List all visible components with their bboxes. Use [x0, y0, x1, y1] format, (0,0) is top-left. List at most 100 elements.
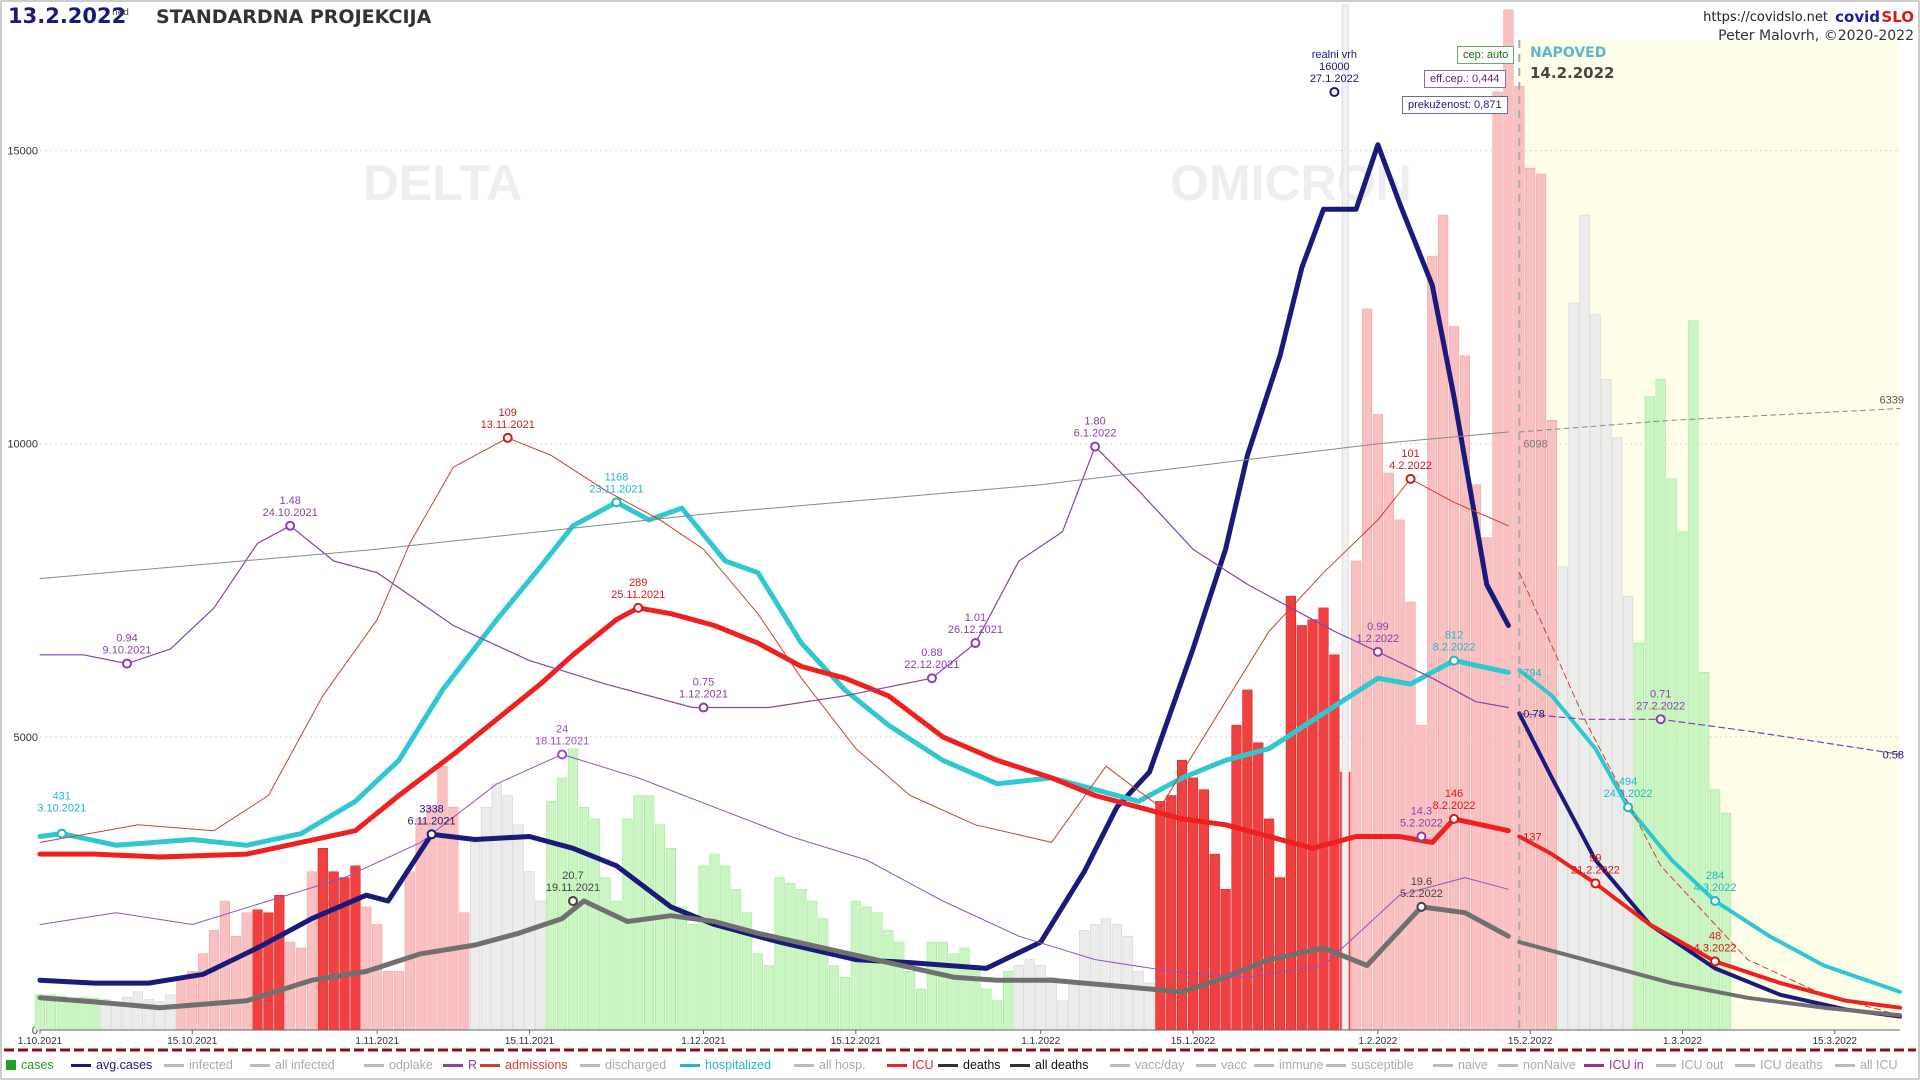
legend-item-infected[interactable]: infected [164, 1058, 233, 1072]
annotation-value: 1.48 [279, 495, 300, 507]
legend-label: ICU [912, 1058, 934, 1072]
cases-bar [1644, 396, 1655, 1031]
y-tick-label: 15000 [7, 146, 38, 158]
legend-item-discharged[interactable]: discharged [580, 1058, 666, 1072]
cases-bar [404, 871, 415, 1031]
legend-item-vacc-day[interactable]: vacc/day [1110, 1058, 1184, 1072]
cases-bar [622, 818, 633, 1031]
legend-item-all-hosp-[interactable]: all hosp. [794, 1058, 866, 1072]
cases-bar [1209, 853, 1220, 1031]
cases-bar [698, 865, 709, 1031]
annotation-date: 8.2.2022 [1433, 800, 1476, 812]
legend-item-deaths[interactable]: deaths [938, 1058, 1001, 1072]
legend-item-naive[interactable]: naive [1433, 1058, 1488, 1072]
cases-bar [1068, 982, 1079, 1031]
x-tick-label: 15.10.2021 [167, 1036, 217, 1047]
annotation-date: 6.11.2021 [408, 815, 456, 827]
cep-setting-box[interactable]: cep: auto [1457, 46, 1515, 64]
legend-item-nonnaive[interactable]: nonNaive [1498, 1058, 1576, 1072]
cases-bar [513, 824, 524, 1031]
cases-bar [1122, 935, 1133, 1031]
legend-item-immune[interactable]: immune [1254, 1058, 1323, 1072]
cases-bar [644, 795, 655, 1031]
legend-item-susceptible[interactable]: susceptible [1326, 1058, 1414, 1072]
cases-bar [524, 871, 535, 1031]
x-tick-label: 1.3.2022 [1663, 1036, 1702, 1047]
legend-item-r[interactable]: R [443, 1058, 477, 1072]
annotation-value: 0.88 [921, 647, 942, 659]
x-tick-label: 15.3.2022 [1812, 1036, 1857, 1047]
cases-bar [546, 801, 557, 1031]
legend-label: hospitalized [705, 1058, 772, 1072]
legend-item-all-infected[interactable]: all infected [250, 1058, 335, 1072]
y-tick-label: 10000 [7, 439, 38, 451]
legend-label: admissions [505, 1058, 568, 1072]
annotation-date: 21.2.2022 [1571, 864, 1620, 876]
legend-label: discharged [605, 1058, 667, 1072]
edge-label: 794 [1523, 667, 1541, 679]
annotation-marker [1655, 714, 1666, 725]
cases-bar [1057, 1000, 1068, 1031]
annotation-marker [122, 658, 133, 669]
series-admissions-line [39, 437, 1509, 843]
legend-item-icu-in[interactable]: ICU in [1584, 1058, 1644, 1072]
legend-item-admissions[interactable]: admissions [480, 1058, 568, 1072]
legend-item-all-icu[interactable]: all ICU [1835, 1058, 1898, 1072]
cases-bar [926, 941, 938, 1031]
x-tick-label: 1.1.2022 [1021, 1036, 1060, 1047]
cases-bar [654, 824, 666, 1031]
watermark-omicron: OMICRON [1170, 155, 1412, 211]
legend-item-avg-cases[interactable]: avg.cases [71, 1058, 152, 1072]
cases-bar [752, 953, 763, 1031]
legend-swatch [887, 1063, 907, 1067]
legend-item-icu-out[interactable]: ICU out [1656, 1058, 1723, 1072]
edge-label: 0.78 [1523, 708, 1544, 720]
cases-bar [557, 777, 568, 1031]
cases-bar [328, 871, 339, 1031]
cases-bar [502, 795, 513, 1031]
annotation-title: realni vrh [1312, 49, 1357, 61]
cases-bar [731, 889, 742, 1031]
legend-item-icu[interactable]: ICU [887, 1058, 934, 1072]
legend-item-all-deaths[interactable]: all deaths [1010, 1058, 1089, 1072]
annotation-value: 494 [1619, 776, 1637, 788]
legend-item-odplake[interactable]: odplake [364, 1058, 433, 1072]
x-tick-label: 15.11.2021 [505, 1036, 555, 1047]
annotation-value: 812 [1445, 630, 1463, 642]
annotation-marker [633, 602, 644, 613]
cases-bar [317, 848, 328, 1031]
header-url-link[interactable]: https://covidslo.net [1703, 10, 1828, 25]
annotation-date: 24.2.2022 [1604, 788, 1653, 800]
cases-bar [1220, 889, 1231, 1031]
legend-label: susceptible [1351, 1058, 1414, 1072]
legend-item-cases[interactable]: cases [6, 1058, 54, 1072]
series-avg_cases-line [37, 142, 1511, 986]
cases-bar [448, 806, 459, 1031]
series-vacc-line [39, 431, 1509, 580]
cases-bar [665, 848, 676, 1031]
cases-bar [850, 900, 861, 1031]
annotation-value: 0.75 [693, 677, 714, 689]
legend-swatch [680, 1063, 700, 1067]
annotation-value: 0.94 [116, 633, 137, 645]
x-tick-label: 1.11.2021 [355, 1036, 399, 1047]
annotation-value: 146 [1445, 788, 1463, 800]
annotation-marker [1623, 802, 1634, 813]
annotation-marker [1416, 831, 1427, 842]
cases-bar [393, 971, 405, 1031]
cases-bar [720, 865, 731, 1031]
legend-item-hospitalized[interactable]: hospitalized [680, 1058, 771, 1072]
legend-item-icu-deaths[interactable]: ICU deaths [1735, 1058, 1823, 1072]
cases-bar [828, 965, 840, 1031]
annotation-value: 19.6 [1411, 876, 1432, 888]
cases-bar [1394, 519, 1405, 1031]
annotation-value: 1168 [605, 471, 629, 483]
legend-swatch [480, 1063, 500, 1067]
series-admissions_fc-line [1518, 572, 1901, 1016]
cases-bar [818, 918, 829, 1031]
annotation-marker [56, 828, 67, 839]
legend-item-vacc[interactable]: vacc [1196, 1058, 1247, 1072]
legend-label: ICU deaths [1760, 1058, 1823, 1072]
cases-bar [1307, 619, 1318, 1031]
legend-swatch [1735, 1063, 1755, 1067]
